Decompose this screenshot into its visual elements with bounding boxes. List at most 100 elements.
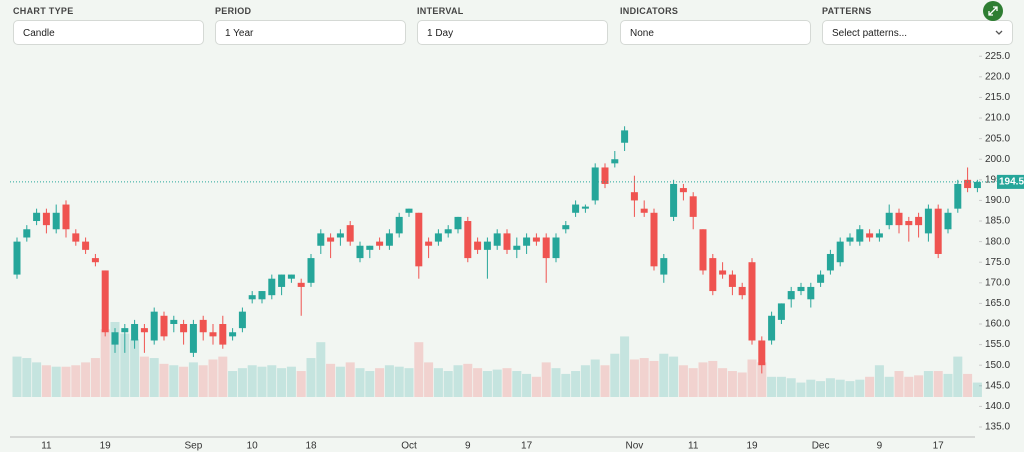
volume-bar [620, 336, 630, 397]
candle-body [444, 229, 452, 234]
volume-bar [41, 365, 51, 397]
volume-bar [914, 375, 924, 397]
volume-bar [718, 368, 728, 397]
volume-bar [463, 363, 473, 397]
volume-bar [943, 373, 953, 397]
candle-body [405, 208, 413, 213]
volume-bar [51, 366, 61, 397]
volume-bar [835, 379, 845, 397]
y-tick-label: 200.0 [985, 154, 1010, 165]
volume-bar [228, 371, 238, 397]
candle-body [621, 130, 629, 143]
candle-body [150, 311, 158, 341]
volume-bar [22, 358, 32, 397]
select[interactable]: Candle [13, 20, 204, 45]
volume-bar [747, 359, 757, 397]
volume-bar [130, 339, 140, 397]
volume-bar [365, 371, 375, 397]
label: PATTERNS [822, 6, 872, 16]
candle-body [415, 212, 423, 267]
select[interactable]: None [620, 20, 811, 45]
y-tick-label: 140.0 [985, 401, 1010, 412]
y-tick-label: 145.0 [985, 380, 1010, 391]
volume-bar [139, 356, 149, 397]
candle-body [395, 216, 403, 234]
select[interactable]: 1 Year [215, 20, 406, 45]
volume-bar [384, 365, 394, 397]
candle-body [856, 229, 864, 242]
candle-body [503, 233, 511, 250]
x-tick-label: Dec [812, 441, 830, 452]
candle-body [523, 237, 531, 246]
candle-body [954, 183, 962, 209]
candle-body [885, 212, 893, 226]
candle-body [297, 282, 305, 287]
volume-bar [81, 362, 91, 397]
volume-bar [796, 382, 806, 397]
volume-bar [953, 356, 963, 397]
y-tick-label: 215.0 [985, 92, 1010, 103]
candle-body [82, 241, 90, 250]
volume-bar [610, 353, 620, 397]
volume-bar [551, 368, 561, 397]
candle-body [425, 241, 433, 246]
volume-bar [522, 373, 532, 397]
candle-body [660, 258, 668, 275]
volume-bar [933, 371, 943, 397]
candle-body [679, 188, 687, 193]
candle-body [42, 212, 50, 226]
candle-body [366, 245, 374, 250]
volume-bar [845, 381, 855, 397]
volume-bar [394, 366, 404, 397]
y-tick-label: 175.0 [985, 257, 1010, 268]
volume-bar [404, 368, 414, 397]
candle-body [180, 324, 188, 333]
candle-body [111, 332, 119, 345]
volume-bar [678, 365, 688, 397]
label: CHART TYPE [13, 6, 74, 16]
x-tick-label: Sep [185, 441, 203, 452]
x-tick-label: 9 [465, 441, 471, 452]
candle-body [327, 237, 335, 242]
candle-body [630, 192, 638, 201]
candle-body [728, 274, 736, 287]
volume-bar [443, 371, 453, 397]
candle-body [650, 212, 658, 267]
candle-body [777, 303, 785, 320]
volume-bar [727, 371, 737, 397]
volume-bar [306, 358, 316, 397]
candle-body [219, 324, 227, 345]
volume-bar [169, 365, 179, 397]
volume-bar [188, 362, 198, 397]
x-tick-label: 11 [41, 441, 52, 452]
candle-body [62, 204, 70, 230]
value: Candle [23, 28, 55, 39]
volume-bar [874, 365, 884, 397]
candle-body [601, 167, 609, 184]
x-tick-label: Oct [401, 441, 417, 452]
candle-body [336, 233, 344, 238]
select[interactable]: Select patterns... [822, 20, 1013, 45]
volume-bar [502, 368, 512, 397]
candle-body [924, 208, 932, 234]
candle-body [709, 258, 717, 292]
volume-bar [884, 376, 894, 397]
candle-body [611, 159, 619, 164]
volume-bar [825, 378, 835, 397]
volume-bar [600, 365, 610, 397]
volume-bar [414, 342, 424, 397]
volume-bar [296, 371, 306, 397]
last-price-tag [997, 174, 1024, 189]
y-tick-label: 210.0 [985, 113, 1010, 124]
volume-bar [179, 366, 189, 397]
value: Select patterns... [832, 28, 908, 39]
volume-bar [894, 371, 904, 397]
volume-bar [375, 368, 385, 397]
select[interactable]: 1 Day [417, 20, 608, 45]
x-tick-label: Nov [626, 441, 644, 452]
volume-bar [110, 322, 120, 397]
candle-body [905, 221, 913, 226]
candle-body [346, 225, 354, 242]
expand-button[interactable] [982, 0, 1004, 22]
